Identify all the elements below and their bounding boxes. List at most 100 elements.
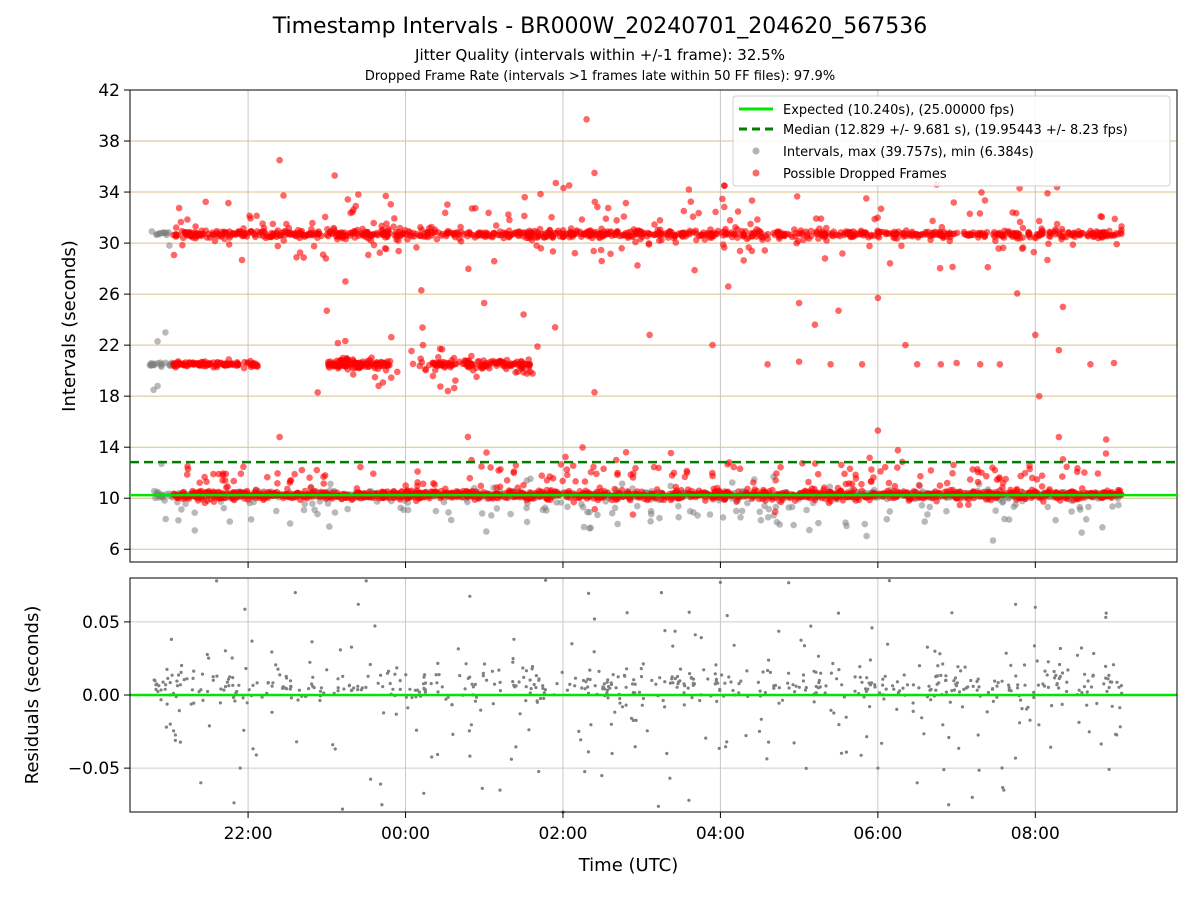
dropped-frame-point: [554, 227, 562, 235]
residual-point: [731, 688, 735, 693]
residual-point: [915, 781, 919, 785]
interval-point: [162, 329, 169, 336]
residual-point: [369, 777, 373, 781]
dropped-frame-point: [344, 196, 352, 203]
dropped-frame-point: [240, 364, 248, 372]
dropped-frame-point: [748, 232, 756, 240]
residual-point: [687, 798, 691, 802]
dropped-frame-point: [823, 224, 830, 232]
residual-point: [491, 702, 495, 706]
intervals-y-tick-label: 6: [109, 540, 120, 560]
dropped-frame-point: [381, 245, 389, 252]
residual-point: [524, 685, 528, 689]
residual-point: [613, 710, 617, 714]
residual-point: [1117, 685, 1121, 689]
residual-point: [682, 703, 686, 707]
residual-point: [318, 689, 323, 693]
dropped-frame-point: [583, 116, 590, 123]
residual-point: [853, 689, 857, 693]
dropped-frame-point: [821, 484, 828, 492]
dropped-frame-point: [1094, 470, 1102, 477]
interval-point: [327, 480, 334, 488]
dropped-frame-point: [418, 287, 425, 294]
dropped-frame-point: [917, 472, 924, 480]
interval-point: [826, 483, 834, 491]
dropped-frame-point: [460, 231, 467, 238]
dropped-frame-point: [753, 487, 761, 495]
residual-point: [616, 675, 620, 679]
residual-point: [1115, 680, 1119, 684]
residual-point: [381, 685, 385, 689]
dropped-frame-point: [419, 341, 427, 349]
dropped-frame-point: [721, 203, 728, 211]
dropped-frame-point: [1033, 476, 1041, 483]
dropped-frame-point: [520, 229, 527, 236]
residual-point: [391, 687, 395, 691]
interval-point: [675, 513, 682, 521]
dropped-frame-point: [331, 172, 339, 179]
dropped-frame-point: [371, 373, 379, 381]
dropped-frame-point: [672, 239, 680, 246]
dropped-frame-point: [725, 283, 732, 290]
dropped-frame-point: [848, 480, 856, 488]
residual-point: [693, 633, 697, 637]
residual-point: [1055, 682, 1059, 686]
residual-point: [675, 685, 679, 689]
residual-point: [1007, 683, 1011, 687]
residual-point: [1075, 653, 1080, 657]
residual-point: [952, 688, 957, 692]
dropped-frame-point: [1102, 229, 1109, 236]
residual-point: [173, 733, 177, 737]
dropped-frame-point: [910, 488, 918, 495]
residual-point: [977, 768, 981, 772]
interval-point: [464, 498, 471, 506]
dropped-frame-point: [465, 265, 472, 273]
dropped-frame-point: [922, 230, 930, 237]
interval-point: [191, 527, 199, 534]
dropped-frame-point: [781, 231, 789, 238]
residual-point: [870, 626, 874, 630]
dropped-frame-point: [346, 232, 354, 239]
residual-point: [947, 735, 951, 740]
interval-point: [166, 242, 173, 249]
dropped-frame-point: [1012, 209, 1020, 217]
residual-point: [1104, 664, 1108, 669]
residual-point: [512, 683, 516, 687]
residual-point: [639, 675, 644, 679]
dropped-frame-point: [363, 230, 371, 237]
dropped-frame-point: [811, 485, 818, 493]
dropped-frame-point: [743, 235, 751, 243]
dropped-frame-point: [969, 466, 976, 473]
dropped-frame-point: [349, 371, 357, 378]
dropped-frame-point: [770, 229, 777, 237]
dropped-frame-point: [895, 228, 902, 235]
residual-point: [1106, 677, 1110, 681]
residuals-y-tick-label: −0.05: [68, 759, 120, 779]
dropped-frame-point: [170, 251, 178, 259]
dropped-frame-point: [201, 473, 208, 481]
residual-point: [159, 688, 163, 692]
dropped-frame-point: [730, 463, 738, 471]
dropped-frame-point: [650, 231, 658, 239]
dropped-frame-point: [376, 362, 383, 370]
residual-point: [530, 665, 535, 669]
dropped-frame-point: [247, 215, 254, 222]
interval-point: [788, 503, 796, 511]
dropped-frame-point: [386, 358, 394, 365]
residual-point: [1057, 686, 1061, 690]
intervals-y-axis-label: Intervals (seconds): [59, 240, 80, 412]
residual-point: [702, 668, 706, 672]
interval-point: [790, 521, 797, 529]
dropped-frame-point: [691, 266, 698, 274]
residual-point: [296, 698, 300, 702]
residual-point: [312, 686, 316, 690]
dropped-frame-point: [525, 356, 532, 363]
residual-point: [356, 688, 360, 692]
dropped-frame-point: [417, 355, 425, 363]
residual-point: [231, 683, 235, 688]
residual-point: [1110, 680, 1114, 684]
dropped-frame-point: [512, 229, 520, 237]
dropped-frame-point: [1021, 470, 1029, 477]
dropped-frame-point: [572, 478, 579, 485]
interval-point: [918, 502, 926, 509]
